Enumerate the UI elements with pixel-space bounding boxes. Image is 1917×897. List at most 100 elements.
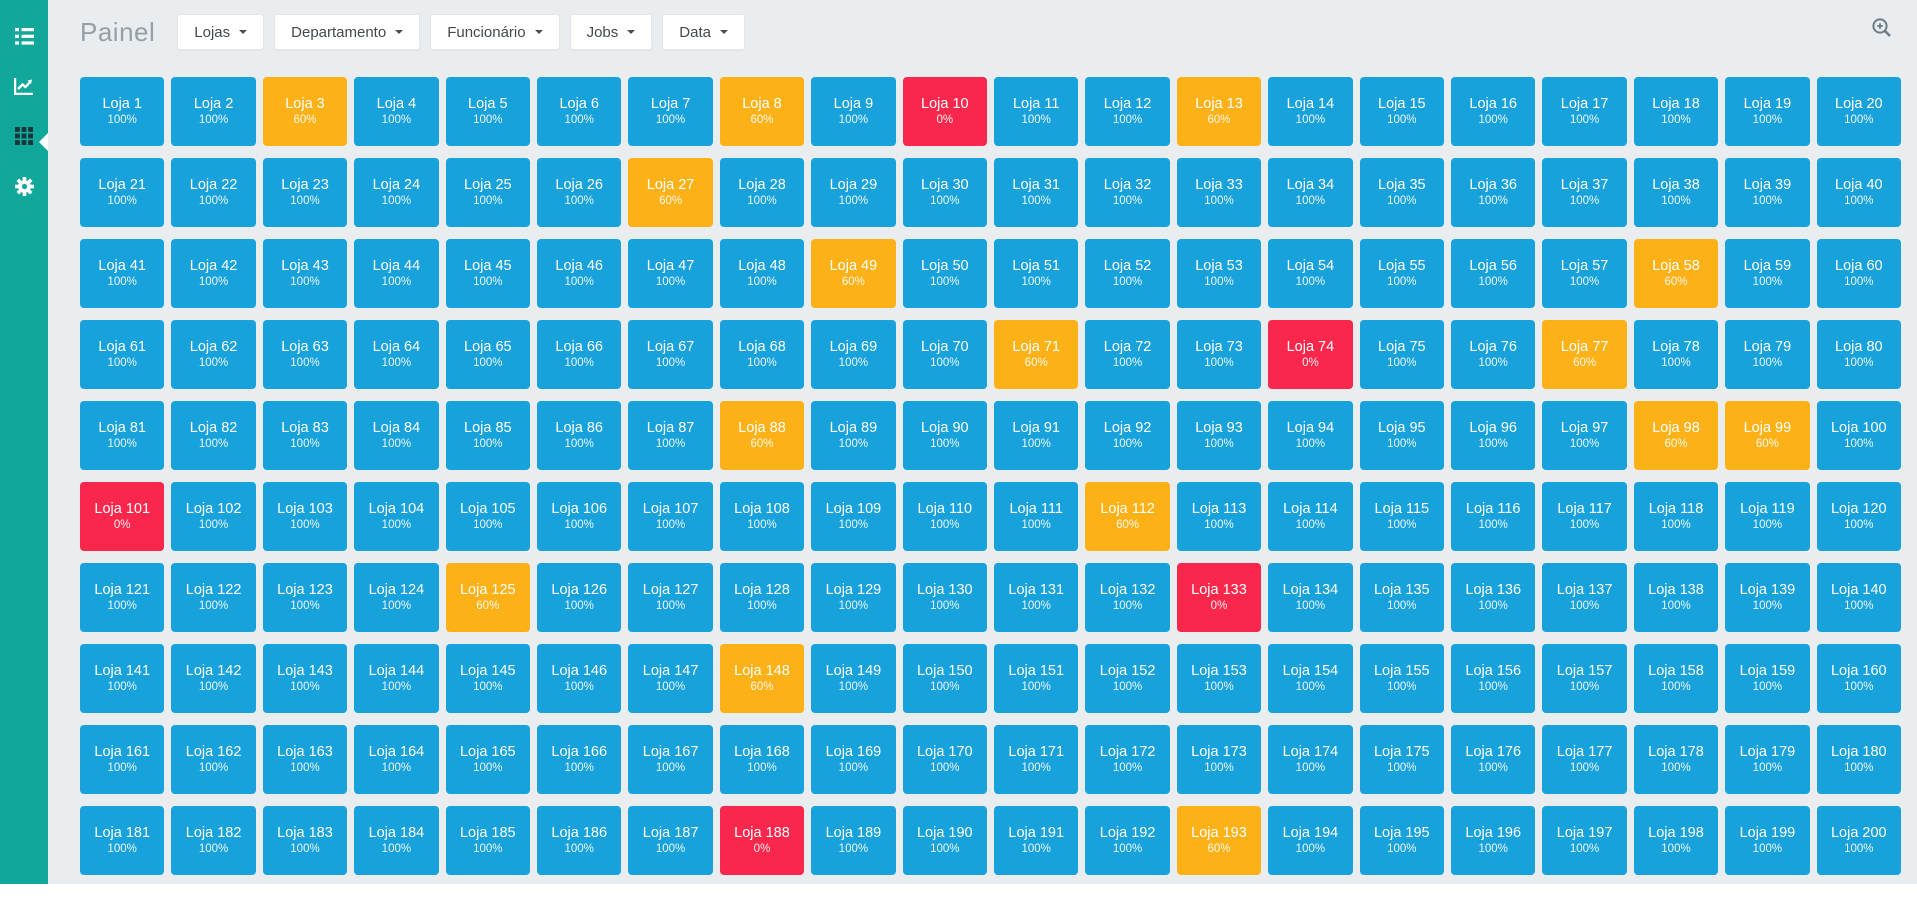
store-tile[interactable]: Loja 46 100%: [537, 239, 622, 308]
store-tile[interactable]: Loja 101 0%: [80, 482, 165, 551]
store-tile[interactable]: Loja 62 100%: [171, 320, 256, 389]
store-tile[interactable]: Loja 147 100%: [628, 644, 713, 713]
store-tile[interactable]: Loja 25 100%: [445, 158, 530, 227]
store-tile[interactable]: Loja 185 100%: [445, 806, 530, 875]
store-tile[interactable]: Loja 6 100%: [537, 77, 622, 146]
store-tile[interactable]: Loja 132 100%: [1085, 563, 1170, 632]
store-tile[interactable]: Loja 21 100%: [80, 158, 165, 227]
store-tile[interactable]: Loja 136 100%: [1451, 563, 1536, 632]
store-tile[interactable]: Loja 124 100%: [354, 563, 439, 632]
store-tile[interactable]: Loja 37 100%: [1542, 158, 1627, 227]
store-tile[interactable]: Loja 3 60%: [262, 77, 348, 146]
store-tile[interactable]: Loja 139 100%: [1725, 563, 1810, 632]
store-tile[interactable]: Loja 178 100%: [1633, 725, 1719, 794]
store-tile[interactable]: Loja 15 100%: [1359, 77, 1444, 146]
store-tile[interactable]: Loja 33 100%: [1176, 158, 1262, 227]
store-tile[interactable]: Loja 170 100%: [902, 725, 987, 794]
store-tile[interactable]: Loja 49 60%: [811, 239, 896, 308]
store-tile[interactable]: Loja 98 60%: [1633, 401, 1719, 470]
store-tile[interactable]: Loja 83 100%: [262, 401, 348, 470]
store-tile[interactable]: Loja 182 100%: [171, 806, 256, 875]
zoom-in-button[interactable]: [1871, 17, 1893, 42]
store-tile[interactable]: Loja 174 100%: [1268, 725, 1353, 794]
store-tile[interactable]: Loja 72 100%: [1085, 320, 1170, 389]
store-tile[interactable]: Loja 141 100%: [80, 644, 165, 713]
store-tile[interactable]: Loja 86 100%: [537, 401, 622, 470]
store-tile[interactable]: Loja 5 100%: [445, 77, 530, 146]
store-tile[interactable]: Loja 57 100%: [1542, 239, 1627, 308]
store-tile[interactable]: Loja 11 100%: [994, 77, 1079, 146]
store-tile[interactable]: Loja 179 100%: [1725, 725, 1810, 794]
store-tile[interactable]: Loja 53 100%: [1176, 239, 1262, 308]
store-tile[interactable]: Loja 122 100%: [171, 563, 256, 632]
store-tile[interactable]: Loja 118 100%: [1633, 482, 1719, 551]
store-tile[interactable]: Loja 78 100%: [1633, 320, 1719, 389]
store-tile[interactable]: Loja 130 100%: [902, 563, 987, 632]
store-tile[interactable]: Loja 35 100%: [1359, 158, 1444, 227]
store-tile[interactable]: Loja 140 100%: [1816, 563, 1901, 632]
store-tile[interactable]: Loja 104 100%: [354, 482, 439, 551]
store-tile[interactable]: Loja 158 100%: [1633, 644, 1719, 713]
store-tile[interactable]: Loja 119 100%: [1725, 482, 1810, 551]
store-tile[interactable]: Loja 61 100%: [80, 320, 165, 389]
store-tile[interactable]: Loja 137 100%: [1542, 563, 1627, 632]
store-tile[interactable]: Loja 150 100%: [902, 644, 987, 713]
store-tile[interactable]: Loja 189 100%: [811, 806, 896, 875]
store-tile[interactable]: Loja 155 100%: [1359, 644, 1444, 713]
store-tile[interactable]: Loja 7 100%: [628, 77, 713, 146]
store-tile[interactable]: Loja 164 100%: [354, 725, 439, 794]
store-tile[interactable]: Loja 36 100%: [1451, 158, 1536, 227]
store-tile[interactable]: Loja 17 100%: [1542, 77, 1627, 146]
store-tile[interactable]: Loja 103 100%: [262, 482, 348, 551]
store-tile[interactable]: Loja 96 100%: [1451, 401, 1536, 470]
store-tile[interactable]: Loja 87 100%: [628, 401, 713, 470]
store-tile[interactable]: Loja 82 100%: [171, 401, 256, 470]
store-tile[interactable]: Loja 173 100%: [1176, 725, 1262, 794]
store-tile[interactable]: Loja 145 100%: [445, 644, 530, 713]
store-tile[interactable]: Loja 34 100%: [1268, 158, 1353, 227]
store-tile[interactable]: Loja 171 100%: [994, 725, 1079, 794]
store-tile[interactable]: Loja 84 100%: [354, 401, 439, 470]
store-tile[interactable]: Loja 110 100%: [902, 482, 987, 551]
store-tile[interactable]: Loja 97 100%: [1542, 401, 1627, 470]
store-tile[interactable]: Loja 134 100%: [1268, 563, 1353, 632]
store-tile[interactable]: Loja 45 100%: [445, 239, 530, 308]
store-tile[interactable]: Loja 184 100%: [354, 806, 439, 875]
store-tile[interactable]: Loja 166 100%: [537, 725, 622, 794]
store-tile[interactable]: Loja 176 100%: [1451, 725, 1536, 794]
store-tile[interactable]: Loja 59 100%: [1725, 239, 1810, 308]
store-tile[interactable]: Loja 108 100%: [719, 482, 805, 551]
store-tile[interactable]: Loja 80 100%: [1816, 320, 1901, 389]
store-tile[interactable]: Loja 64 100%: [354, 320, 439, 389]
store-tile[interactable]: Loja 94 100%: [1268, 401, 1353, 470]
store-tile[interactable]: Loja 148 60%: [719, 644, 805, 713]
store-tile[interactable]: Loja 115 100%: [1359, 482, 1444, 551]
store-tile[interactable]: Loja 129 100%: [811, 563, 896, 632]
store-tile[interactable]: Loja 127 100%: [628, 563, 713, 632]
store-tile[interactable]: Loja 138 100%: [1633, 563, 1719, 632]
store-tile[interactable]: Loja 168 100%: [719, 725, 805, 794]
store-tile[interactable]: Loja 162 100%: [171, 725, 256, 794]
store-tile[interactable]: Loja 13 60%: [1176, 77, 1262, 146]
store-tile[interactable]: Loja 4 100%: [354, 77, 439, 146]
store-tile[interactable]: Loja 188 0%: [719, 806, 805, 875]
sidebar-item-list[interactable]: [0, 26, 48, 46]
store-tile[interactable]: Loja 152 100%: [1085, 644, 1170, 713]
store-tile[interactable]: Loja 66 100%: [537, 320, 622, 389]
store-tile[interactable]: Loja 31 100%: [994, 158, 1079, 227]
store-tile[interactable]: Loja 92 100%: [1085, 401, 1170, 470]
sidebar-item-grid[interactable]: [0, 126, 48, 146]
store-tile[interactable]: Loja 194 100%: [1268, 806, 1353, 875]
store-tile[interactable]: Loja 8 60%: [719, 77, 805, 146]
store-tile[interactable]: Loja 142 100%: [171, 644, 256, 713]
store-tile[interactable]: Loja 39 100%: [1725, 158, 1810, 227]
filter-data-dropdown[interactable]: Data: [662, 14, 745, 50]
store-tile[interactable]: Loja 48 100%: [719, 239, 805, 308]
store-tile[interactable]: Loja 67 100%: [628, 320, 713, 389]
store-tile[interactable]: Loja 69 100%: [811, 320, 896, 389]
store-tile[interactable]: Loja 105 100%: [445, 482, 530, 551]
store-tile[interactable]: Loja 56 100%: [1451, 239, 1536, 308]
store-tile[interactable]: Loja 41 100%: [80, 239, 165, 308]
store-tile[interactable]: Loja 93 100%: [1176, 401, 1262, 470]
store-tile[interactable]: Loja 65 100%: [445, 320, 530, 389]
